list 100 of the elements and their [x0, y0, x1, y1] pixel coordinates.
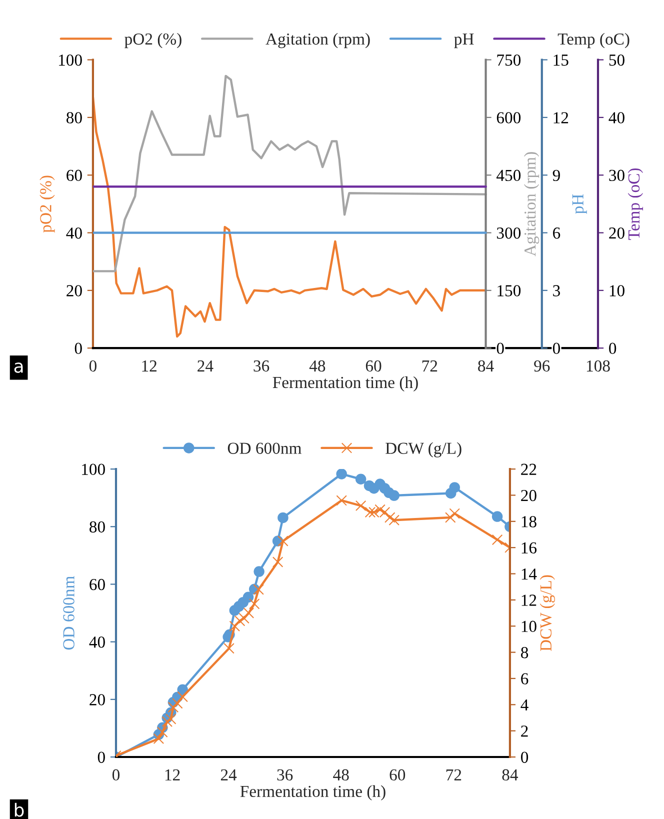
y-tick-label: 60 — [90, 578, 105, 590]
y-tick-label: 10 — [610, 285, 624, 296]
point — [243, 608, 254, 618]
point — [162, 716, 172, 728]
point — [272, 556, 284, 568]
point — [177, 691, 188, 702]
y3-tick-label: 0 — [552, 342, 560, 354]
y-tick-label: 80 — [90, 521, 105, 533]
x-tick-label: 84 — [502, 769, 518, 781]
line-series — [92, 74, 487, 272]
point — [336, 495, 347, 506]
point — [278, 536, 288, 546]
point — [248, 598, 260, 610]
point — [168, 702, 179, 713]
y-tick-label: 80 — [66, 112, 82, 124]
text: b — [14, 802, 24, 817]
y3-tick-label: 9 — [552, 170, 560, 182]
y2-tick-label: 450 — [496, 170, 521, 182]
y-tick-label: 20 — [609, 227, 624, 239]
x-tick-label: 60 — [390, 769, 406, 781]
y2-tick-label: 20 — [521, 490, 536, 502]
y-tick-label: 40 — [608, 112, 624, 124]
point — [388, 514, 400, 526]
y-tick-label: 50 — [609, 54, 624, 66]
y-axis-title: OD 600nm — [63, 576, 74, 650]
x-tick-label: 60 — [366, 360, 382, 372]
point — [445, 512, 456, 523]
y3-tick-label: 3 — [553, 285, 560, 296]
point — [449, 508, 460, 519]
legend-label: Agitation (rpm) — [266, 32, 370, 48]
line-series — [92, 96, 487, 338]
y2-tick-label: 4 — [520, 699, 528, 710]
y3-tick-label: 15 — [554, 54, 568, 66]
text: a — [14, 362, 23, 373]
y2-tick-label: 10 — [522, 620, 536, 632]
x-tick-label: 72 — [422, 360, 438, 372]
point — [355, 474, 366, 484]
x-tick-label: 48 — [309, 360, 326, 372]
y-tick-label: 20 — [66, 285, 82, 296]
y2-tick-label: 14 — [522, 568, 537, 580]
y2-axis-title: DCW (g/L) — [540, 575, 555, 652]
x-tick-label: 36 — [254, 360, 270, 372]
y2-tick-label: 0 — [521, 752, 528, 763]
y3-tick-label: 12 — [554, 112, 568, 124]
y-axis-title: pO2 (%) — [40, 176, 55, 233]
y2-tick-label: 22 — [521, 464, 536, 475]
point — [278, 512, 288, 524]
y-axis-title: Temp (oC) — [628, 168, 643, 240]
y-tick-label: 100 — [59, 54, 82, 66]
y2-axis-title: Agitation (rpm) — [524, 152, 540, 256]
x-tick-label: 36 — [277, 769, 293, 781]
x-tick-label: 48 — [333, 769, 349, 781]
point — [355, 500, 366, 512]
x-axis-title: Fermentation time (h) — [272, 376, 418, 392]
y-tick-label: 100 — [82, 464, 105, 475]
y-tick-label: 0 — [609, 342, 616, 354]
y2-tick-label: 300 — [496, 227, 521, 239]
point — [384, 512, 396, 523]
y2-tick-label: 16 — [522, 542, 537, 554]
point — [492, 511, 503, 522]
y3-tick-label: 6 — [553, 228, 560, 239]
y2-tick-label: 0 — [496, 342, 504, 354]
y2-tick-label: 12 — [522, 594, 536, 606]
point — [224, 642, 234, 654]
x-tick-label: 24 — [198, 360, 214, 372]
point — [153, 733, 164, 744]
point — [253, 584, 264, 595]
y-tick-label: 0 — [74, 342, 82, 354]
point — [165, 714, 176, 724]
point — [172, 698, 183, 709]
point — [254, 566, 264, 577]
legend-label: Temp (oC) — [558, 32, 630, 48]
y2-tick-label: 600 — [496, 112, 521, 124]
y-tick-label: 20 — [90, 694, 105, 706]
point — [234, 615, 246, 626]
point — [238, 612, 250, 624]
x-tick-label: 24 — [220, 769, 237, 780]
legend-label: DCW (g/L) — [386, 442, 462, 458]
y2-tick-label: 8 — [521, 646, 528, 658]
x-tick-label: 84 — [478, 360, 494, 372]
y2-tick-label: 2 — [521, 726, 528, 737]
x-tick-label: 0 — [112, 769, 120, 781]
x-axis-title: Fermentation time (h) — [240, 785, 386, 800]
y2-tick-label: 18 — [522, 516, 536, 528]
legend-label: OD 600nm — [228, 442, 302, 454]
x-tick-label: 96 — [534, 360, 550, 372]
y2-tick-label: 6 — [521, 673, 528, 684]
legend-label: pH — [454, 34, 474, 48]
x-tick-label: 72 — [446, 769, 462, 780]
point — [242, 592, 254, 603]
point — [388, 490, 400, 501]
point — [157, 726, 168, 738]
x-tick-label: 12 — [165, 769, 180, 780]
x-tick-label: 108 — [586, 360, 610, 372]
y-tick-label: 30 — [609, 170, 624, 182]
x-tick-label: 12 — [142, 360, 156, 372]
y-tick-label: 40 — [89, 636, 105, 648]
point — [492, 534, 503, 546]
y-tick-label: 0 — [98, 752, 105, 763]
point — [449, 482, 460, 493]
